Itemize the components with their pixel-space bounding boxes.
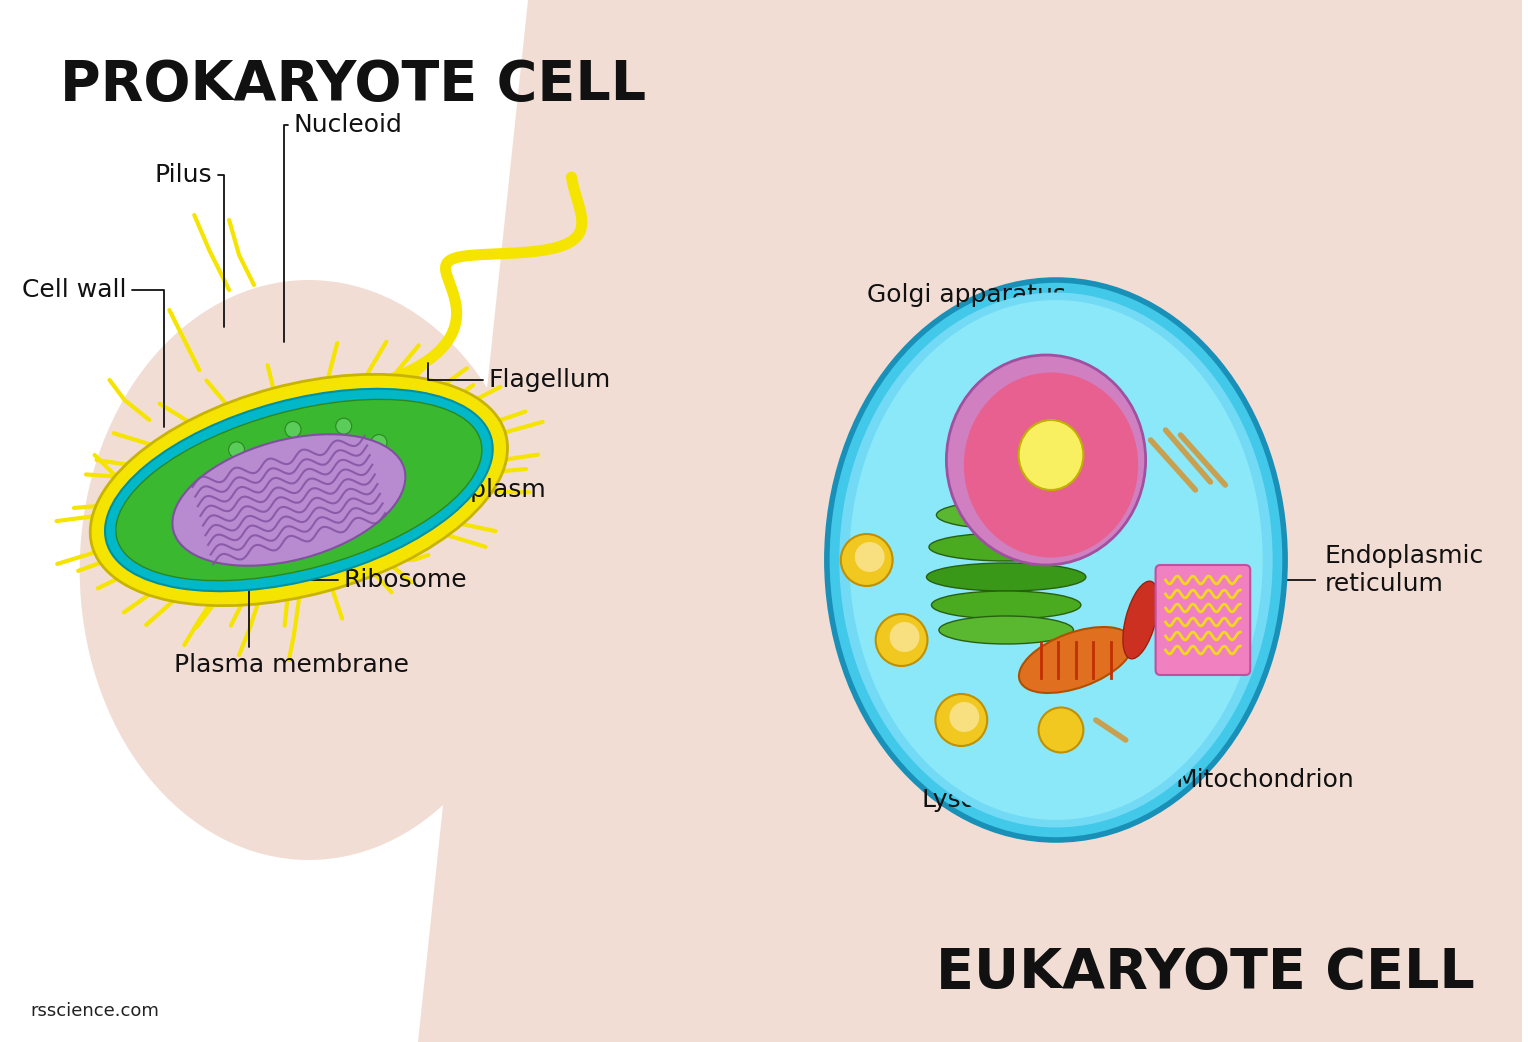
Ellipse shape [889,622,920,652]
Ellipse shape [926,563,1086,591]
Text: Nucleus: Nucleus [957,333,1056,427]
Circle shape [280,516,295,532]
Circle shape [252,451,267,467]
Ellipse shape [79,280,538,860]
Circle shape [325,494,341,510]
Ellipse shape [840,534,892,586]
Ellipse shape [938,616,1073,644]
Circle shape [254,534,269,549]
Ellipse shape [837,300,1316,860]
Text: Ribosome: Ribosome [309,543,468,592]
Text: Nucleoid: Nucleoid [284,113,403,342]
Ellipse shape [839,293,1273,827]
Circle shape [371,435,387,450]
Ellipse shape [854,542,885,572]
Text: Cell wall: Cell wall [21,278,165,427]
Ellipse shape [949,702,979,731]
Circle shape [382,478,399,494]
Ellipse shape [90,374,507,605]
Ellipse shape [1019,420,1083,490]
Ellipse shape [876,614,927,666]
Ellipse shape [935,694,987,746]
Text: Endoplasmic
reticulum: Endoplasmic reticulum [1325,544,1484,596]
Ellipse shape [929,534,1083,561]
Circle shape [359,505,374,521]
Circle shape [324,452,341,468]
Text: Flagellum: Flagellum [428,363,610,392]
Text: Cytoplasm: Cytoplasm [351,478,545,502]
Ellipse shape [946,355,1146,565]
FancyBboxPatch shape [1155,565,1250,675]
Ellipse shape [827,280,1285,840]
Text: Lysosome: Lysosome [921,733,1045,812]
Circle shape [229,442,244,457]
Ellipse shape [173,435,405,566]
Ellipse shape [1123,581,1158,659]
Ellipse shape [937,501,1076,529]
Text: PROKARYOTE CELL: PROKARYOTE CELL [60,58,646,111]
Ellipse shape [1019,627,1132,693]
Polygon shape [419,0,1522,1042]
Circle shape [206,474,222,490]
Circle shape [208,520,225,536]
Circle shape [223,500,240,516]
Text: rsscience.com: rsscience.com [31,1002,159,1020]
Circle shape [336,418,351,435]
Ellipse shape [932,591,1080,619]
Ellipse shape [1039,708,1083,752]
Text: Mitochondrion: Mitochondrion [1096,723,1354,792]
Circle shape [313,527,330,544]
Ellipse shape [105,389,492,591]
Ellipse shape [850,300,1262,820]
Text: Golgi apparatus: Golgi apparatus [866,283,1065,427]
Text: Pilus: Pilus [154,163,225,327]
Text: Plasma membrane: Plasma membrane [174,582,410,677]
Text: EUKARYOTE CELL: EUKARYOTE CELL [935,946,1475,1000]
Ellipse shape [964,372,1138,557]
Ellipse shape [116,399,481,580]
Circle shape [286,421,301,438]
